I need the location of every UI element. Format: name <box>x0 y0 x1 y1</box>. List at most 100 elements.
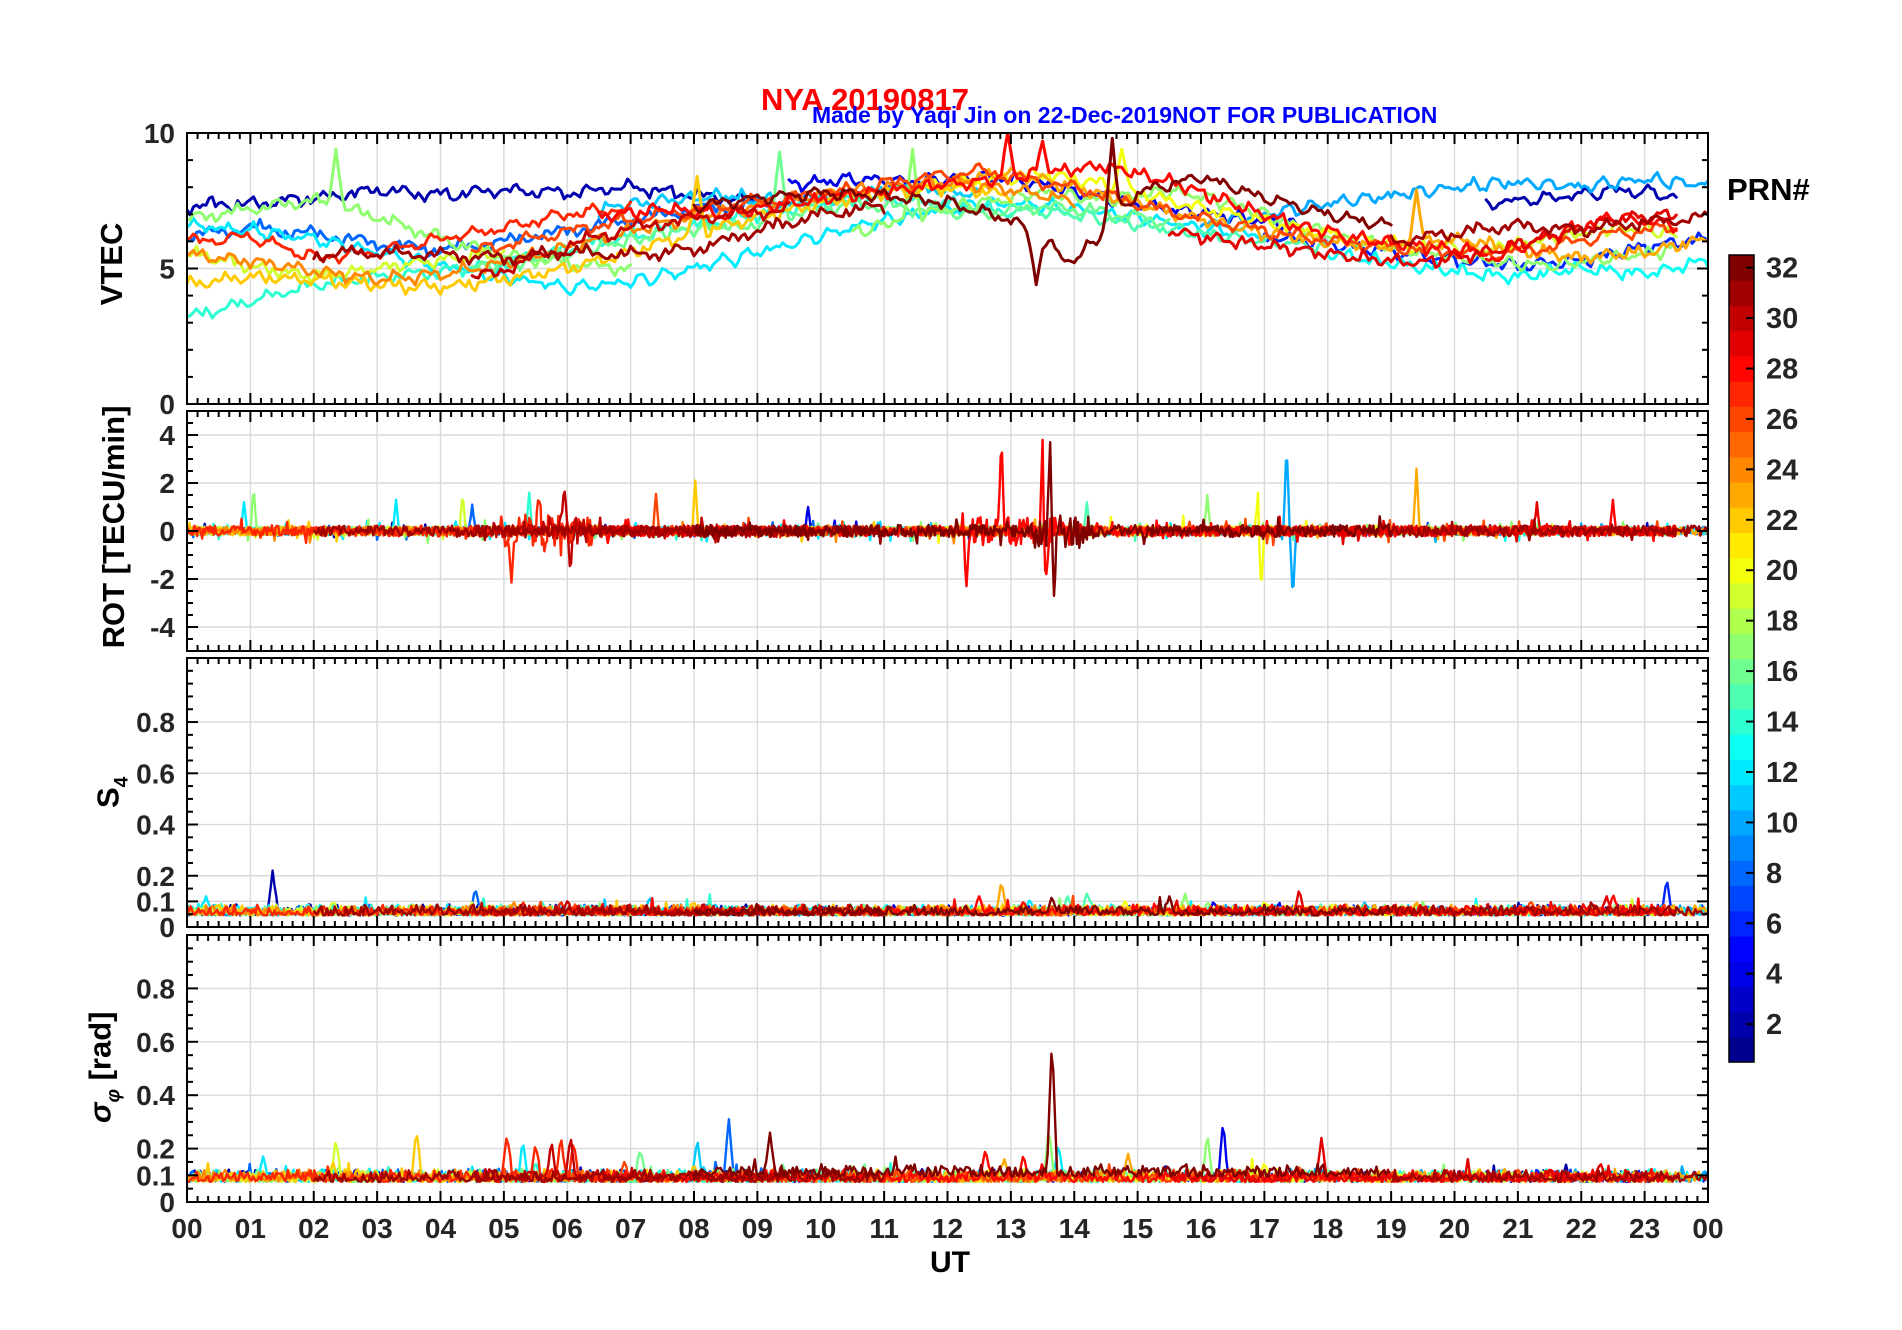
x-tick-label: 19 <box>1376 1213 1407 1244</box>
y-tick-label-vtec: 10 <box>144 118 175 149</box>
x-tick-label: 08 <box>678 1213 709 1244</box>
vtec-series-prn-15 <box>1009 205 1330 256</box>
colorbar-block-prn-15 <box>1729 683 1754 710</box>
rot-series-prn-31 <box>312 520 886 545</box>
x-tick-label: 14 <box>1059 1213 1091 1244</box>
y-axis-label-part: 4 <box>111 776 133 788</box>
y-tick-label-rot: 4 <box>159 420 175 451</box>
y-axis-label-sigma_phi: σφ [rad] <box>83 867 126 1267</box>
colorbar-block-prn-11 <box>1729 784 1754 811</box>
colorbar-block-prn-27 <box>1729 381 1754 407</box>
s4-series-prn-30 <box>471 900 789 917</box>
rot-series-prn-27 <box>187 499 632 584</box>
x-tick-label: 23 <box>1629 1213 1660 1244</box>
colorbar-block-prn-31 <box>1729 280 1754 307</box>
sigma-series-prn-31 <box>312 1168 886 1184</box>
x-tick-label: 06 <box>552 1213 583 1244</box>
colorbar-block-prn-1 <box>1729 1036 1754 1063</box>
vtec-series-prn-31 <box>312 200 886 267</box>
x-tick-label: 16 <box>1185 1213 1216 1244</box>
colorbar-tick-label: 16 <box>1766 656 1798 688</box>
rot-series-prn-31 <box>1389 518 1708 542</box>
x-tick-label: 00 <box>171 1213 202 1244</box>
vtec-series-prn-10 <box>1199 171 1708 228</box>
y-axis-label-part: φ <box>103 1089 125 1103</box>
colorbar-tick-label: 28 <box>1766 353 1798 385</box>
x-tick-label: 12 <box>932 1213 963 1244</box>
vtec-series-prn-13 <box>1326 248 1708 286</box>
colorbar-block-prn-9 <box>1729 835 1754 861</box>
vtec-series-prn-29 <box>1167 208 1678 269</box>
panel-axes-sigma_phi: 00.10.2 0.4 0.6 0.8 <box>136 934 1709 1218</box>
rot-series-prn-29 <box>1168 501 1678 546</box>
colorbar-block-prn-5 <box>1729 935 1754 962</box>
colorbar-block-prn-3 <box>1729 986 1754 1013</box>
panel-grid-s4 <box>187 658 1708 927</box>
x-tick-label: 05 <box>488 1213 519 1244</box>
vtec-series-prn-32 <box>692 136 1393 287</box>
colorbar-block-prn-19 <box>1729 582 1754 609</box>
colorbar-block-prn-29 <box>1729 330 1754 357</box>
x-tick-label: 11 <box>869 1213 899 1244</box>
y-tick-label-s4: 0.4 <box>136 810 175 841</box>
y-tick-label-vtec: 0 <box>159 389 175 420</box>
y-tick-label-sigma_phi: 0.4 <box>136 1080 175 1111</box>
colorbar-block-prn-13 <box>1729 734 1754 760</box>
colorbar-tick-label: 4 <box>1766 959 1782 991</box>
colorbar-block-prn-17 <box>1729 633 1754 660</box>
y-axis-label-part: VTEC <box>94 222 129 306</box>
y-tick-label-rot: 0 <box>159 516 175 547</box>
colorbar-tick-label: 18 <box>1766 606 1798 638</box>
y-axis-label-part: S <box>90 787 126 809</box>
s4-series-prn-31 <box>1389 901 1708 917</box>
y-tick-label-s4: 0.2 <box>136 861 175 892</box>
colorbar-tick-label: 12 <box>1766 757 1798 789</box>
vtec-series-prn-16 <box>724 150 1171 232</box>
vtec-series-prn-17 <box>850 147 1678 273</box>
panel-series-sigma_phi <box>187 1052 1708 1184</box>
y-tick-label-sigma_phi: 0.2 <box>136 1134 175 1165</box>
y-axis-label-part: σ <box>82 1102 118 1124</box>
colorbar-block-prn-23 <box>1729 481 1754 508</box>
vtec-series-prn-27 <box>187 200 633 265</box>
colorbar-tick-label: 6 <box>1766 908 1782 940</box>
panel-series-rot <box>187 438 1708 597</box>
panel-axes-s4: 00.10.2 0.4 0.6 0.8 <box>136 657 1709 943</box>
colorbar-block-prn-25 <box>1729 431 1754 458</box>
rot-series-prn-32 <box>692 441 1393 597</box>
credit-text: Made by Yaqi Jin on 22-Dec-2019 <box>812 102 1173 128</box>
y-tick-label-rot: -2 <box>150 564 175 595</box>
x-tick-label: 01 <box>235 1213 266 1244</box>
figure-title: NYA 20190817 <box>761 82 969 117</box>
x-tick-label: 02 <box>298 1213 329 1244</box>
not-for-publication-text: NOT FOR PUBLICATION <box>1172 102 1438 128</box>
y-tick-label-vtec: 5 <box>159 254 175 285</box>
vtec-series-prn-2 <box>1484 183 1678 211</box>
colorbar-block-prn-7 <box>1729 885 1754 912</box>
colorbar-tick-label: 26 <box>1766 404 1798 436</box>
s4-series-prn-32 <box>693 895 1392 917</box>
colorbar-tick-label: 24 <box>1766 454 1798 486</box>
panel-grid-sigma_phi <box>187 935 1708 1202</box>
x-tick-label: 10 <box>805 1213 836 1244</box>
x-tick-label: 07 <box>615 1213 646 1244</box>
panel-series-vtec <box>187 133 1708 320</box>
x-tick-label: 22 <box>1566 1213 1597 1244</box>
y-tick-label-s4: 0 <box>159 912 175 943</box>
y-tick-label-sigma_phi: 0.1 <box>136 1160 175 1191</box>
sigma-series-prn-31 <box>1390 1168 1708 1184</box>
colorbar-tick-label: 32 <box>1766 253 1798 285</box>
colorbar-tick-label: 8 <box>1766 858 1782 890</box>
colorbar-block-prn-21 <box>1729 532 1754 559</box>
y-tick-label-rot: -4 <box>150 612 175 643</box>
vtec-series-prn-8 <box>187 191 823 258</box>
x-tick-label: 00 <box>1692 1213 1723 1244</box>
panel-axes-vtec: 0 5 10 <box>144 118 1709 420</box>
y-tick-label-sigma_phi: 0.6 <box>136 1027 175 1058</box>
y-tick-label-rot: 2 <box>159 468 175 499</box>
x-tick-label: 15 <box>1122 1213 1153 1244</box>
panel-axes-rot: -4 -2 0 2 4 <box>150 410 1709 652</box>
